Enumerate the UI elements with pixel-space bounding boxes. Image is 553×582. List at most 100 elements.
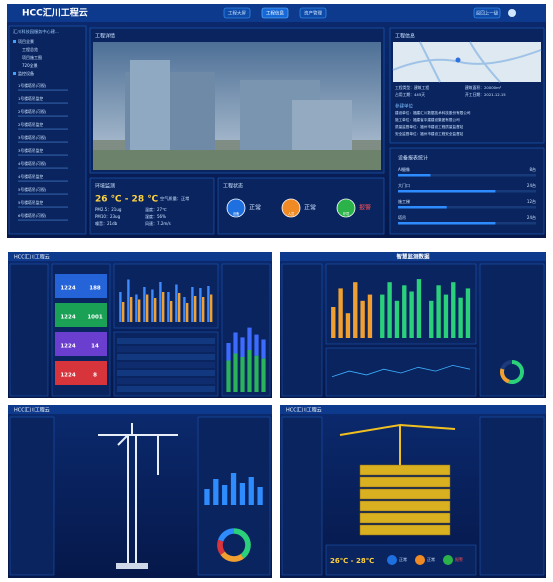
device-bar xyxy=(398,206,447,209)
bar xyxy=(247,327,252,350)
tab-label[interactable]: 工程信息 xyxy=(266,10,284,17)
dashboard-header xyxy=(280,405,546,414)
donut-segment xyxy=(500,360,513,370)
stat-value: 1224 xyxy=(60,344,75,350)
panel xyxy=(281,416,323,576)
env-reading: PM2.5：21ug xyxy=(95,207,122,212)
info-field: 占用工期：445天 xyxy=(395,92,425,97)
donut-segment xyxy=(233,528,251,559)
tree-item: 项目全景 xyxy=(18,38,34,44)
map-pin xyxy=(455,57,461,63)
camera-subline xyxy=(18,128,68,130)
bar xyxy=(394,300,400,338)
bar xyxy=(416,279,422,338)
status-icon xyxy=(387,555,397,565)
camera-subline xyxy=(18,180,68,182)
bar xyxy=(465,288,471,338)
info-title: 工程信息 xyxy=(395,33,415,40)
bar xyxy=(367,294,373,338)
status-icon xyxy=(443,555,453,565)
tab[interactable] xyxy=(299,7,327,19)
status-icon-label: 设备 xyxy=(233,211,240,216)
bar xyxy=(170,301,173,322)
tab-label[interactable]: 资产管理 xyxy=(304,10,322,17)
bar xyxy=(222,485,228,505)
bar xyxy=(429,300,434,338)
line-series xyxy=(331,364,471,378)
status-icon-label: 环境 xyxy=(343,211,350,216)
avatar[interactable] xyxy=(508,9,516,17)
env-title: 环境监测 xyxy=(95,183,115,190)
bar xyxy=(451,282,456,338)
table-row xyxy=(117,370,215,376)
bar xyxy=(183,297,186,322)
bar xyxy=(248,477,254,505)
unit-item: 质量监督单位：福州市建设工程质量监督站 xyxy=(395,124,464,129)
camera-item: 5号楼塔吊监控 xyxy=(18,200,43,205)
donut-segment xyxy=(218,528,235,542)
camera-item: 5号楼塔吊(可视) xyxy=(18,187,47,192)
bar xyxy=(239,483,246,505)
bar xyxy=(360,300,365,338)
status-icon xyxy=(336,198,356,218)
dashboard-header xyxy=(280,252,546,261)
bar xyxy=(194,296,197,322)
bar xyxy=(240,337,245,357)
dashboard-monitor: 智慧监测数据 xyxy=(280,252,546,398)
photo-building xyxy=(292,100,352,150)
bar xyxy=(240,357,245,392)
photo-trees xyxy=(93,150,381,170)
table-row xyxy=(117,386,215,392)
status-icon xyxy=(226,198,246,218)
status-label: 正常 xyxy=(249,204,261,212)
bar xyxy=(202,297,205,322)
panel xyxy=(9,416,55,576)
bar xyxy=(254,334,259,356)
bar xyxy=(207,286,210,322)
tab-label[interactable]: 工程大屏 xyxy=(228,10,246,17)
device-bar xyxy=(398,174,431,177)
panel xyxy=(479,263,545,397)
bar xyxy=(257,487,263,505)
tab[interactable] xyxy=(223,7,251,19)
info-fields: 工程类型：建筑工程 建筑面积：20000m² 占用工期：445天 开工日期：2021.… xyxy=(395,85,506,136)
building-floor xyxy=(359,476,451,488)
bar xyxy=(443,294,449,338)
bar xyxy=(130,297,133,322)
bar xyxy=(127,279,130,322)
dashboard-header xyxy=(8,252,272,261)
status-title: 工程状态 xyxy=(223,183,243,190)
bar xyxy=(154,298,157,322)
stat-card xyxy=(55,361,107,385)
table-row xyxy=(117,354,215,360)
stat-value: 1001 xyxy=(87,315,102,321)
device-count: 12台 xyxy=(527,198,536,204)
tab-active[interactable] xyxy=(261,7,289,19)
bar xyxy=(345,313,351,338)
back-label[interactable]: 返回上一级 xyxy=(476,10,499,17)
device-count: 24台 xyxy=(527,214,536,220)
status-label: 报警 xyxy=(359,204,371,212)
panel xyxy=(479,416,545,576)
device-count: 24台 xyxy=(527,182,536,188)
stat-value: 1224 xyxy=(60,286,75,292)
back-button[interactable] xyxy=(473,7,501,19)
tree-item: 工程总览 xyxy=(22,46,38,52)
building-floor xyxy=(359,500,451,512)
stat-value: 8 xyxy=(93,373,97,379)
bar xyxy=(331,307,336,338)
info-field: 工程类型：建筑工程 xyxy=(395,85,429,90)
tree-item: 720全景 xyxy=(22,62,38,68)
table-row xyxy=(117,338,215,344)
device-count: 8台 xyxy=(529,166,536,172)
stat-card xyxy=(55,274,107,298)
stat-card xyxy=(55,303,107,327)
stat-value: 1224 xyxy=(60,315,75,321)
status-label: 报警 xyxy=(455,556,463,562)
camera-subline xyxy=(18,206,68,208)
status-icon xyxy=(415,555,425,565)
camera-item: 4号楼塔吊监控 xyxy=(18,174,43,179)
